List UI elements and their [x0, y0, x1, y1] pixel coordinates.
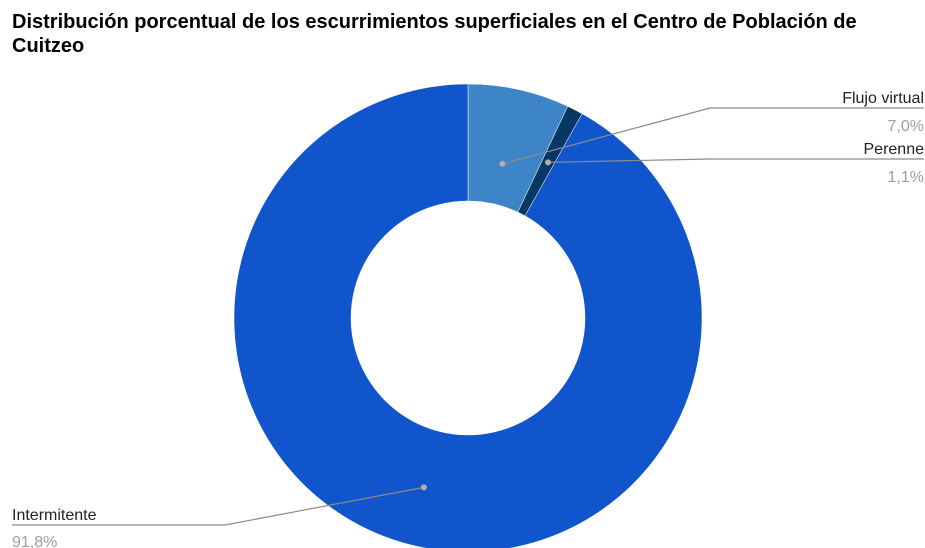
- value-label-flujo-virtual: 7,0%: [888, 118, 924, 135]
- leader-line-intermitente: [12, 486, 425, 526]
- leader-line-flujo-virtual: [502, 107, 924, 165]
- chart-title: Distribución porcentual de los escurrimi…: [12, 11, 857, 57]
- slice-intermitente: [233, 83, 703, 548]
- leader-dot-perenne: [545, 159, 552, 166]
- value-label-perenne: 1,1%: [888, 169, 924, 186]
- label-flujo-virtual: Flujo virtual: [842, 90, 924, 107]
- value-label-intermitente: 91,8%: [12, 534, 57, 548]
- leader-dot-intermitente: [420, 484, 427, 491]
- leader-line-perenne: [547, 158, 924, 163]
- leader-dot-flujo-virtual: [499, 160, 506, 167]
- label-perenne: Perenne: [864, 141, 925, 158]
- label-intermitente: Intermitente: [12, 507, 97, 524]
